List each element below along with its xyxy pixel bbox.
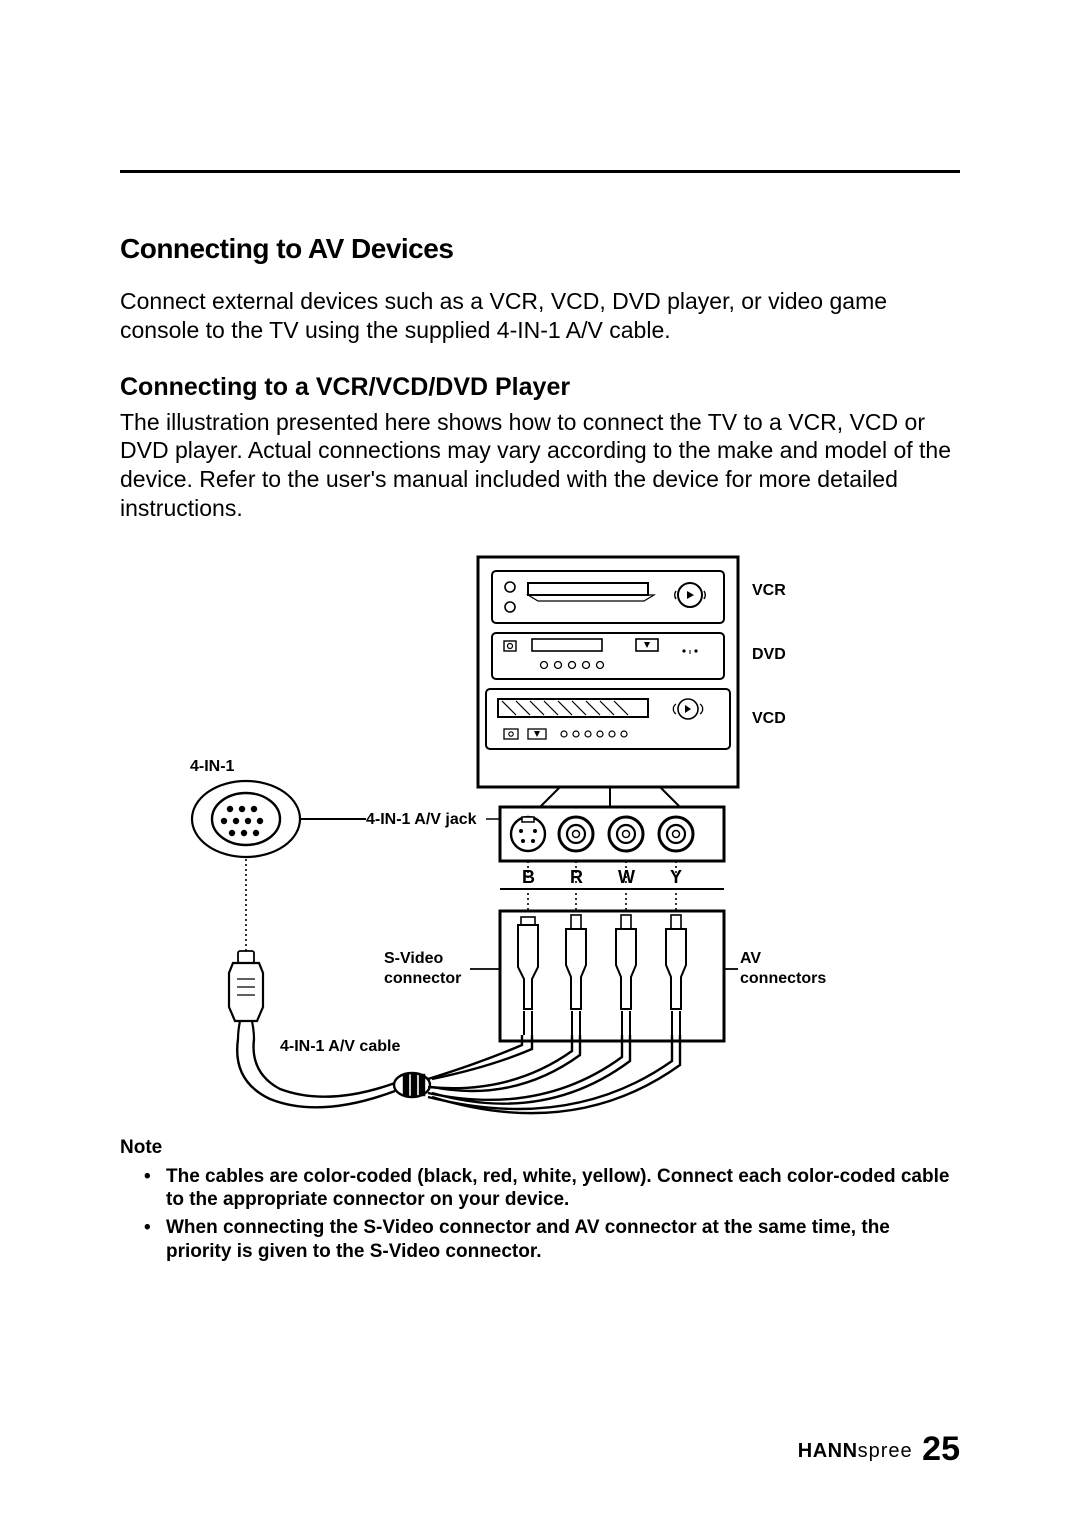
label-4in1: 4-IN-1 (190, 758, 235, 775)
note-item: When connecting the S-Video connector an… (166, 1216, 960, 1264)
label-y: Y (670, 867, 682, 887)
brand-thin: spree (858, 1440, 913, 1462)
connection-diagram: B R W Y (120, 551, 960, 1121)
four-in-one-plug-icon (229, 951, 263, 1039)
label-svideo-1: S-Video (384, 950, 444, 967)
label-b: B (522, 867, 535, 887)
subsection-paragraph: The illustration presented here shows ho… (120, 408, 960, 523)
horizontal-rule (120, 170, 960, 173)
brand-bold: HANN (798, 1440, 858, 1462)
connectors-box (500, 911, 724, 1041)
note-label: Note (120, 1137, 960, 1159)
label-4in1-cable: 4-IN-1 A/V cable (280, 1038, 400, 1055)
device-stack (478, 557, 738, 807)
label-4in1-jack: 4-IN-1 A/V jack (366, 811, 477, 828)
label-dvd: DVD (752, 646, 786, 663)
label-avconn-1: AV (740, 950, 761, 967)
label-vcr: VCR (752, 582, 786, 599)
four-in-one-connector-icon (192, 781, 366, 951)
section-heading: Connecting to AV Devices (120, 233, 960, 265)
label-vcd: VCD (752, 710, 786, 727)
label-svideo-2: connector (384, 970, 461, 987)
label-avconn-2: connectors (740, 970, 826, 987)
label-r: R (570, 867, 583, 887)
label-w: W (618, 867, 635, 887)
note-item: The cables are color-coded (black, red, … (166, 1165, 960, 1213)
page-footer: HANNspree 25 (798, 1430, 960, 1469)
intro-paragraph: Connect external devices such as a VCR, … (120, 287, 960, 345)
page-number: 25 (922, 1430, 960, 1468)
subsection-heading: Connecting to a VCR/VCD/DVD Player (120, 373, 960, 402)
note-list: The cables are color-coded (black, red, … (120, 1165, 960, 1264)
